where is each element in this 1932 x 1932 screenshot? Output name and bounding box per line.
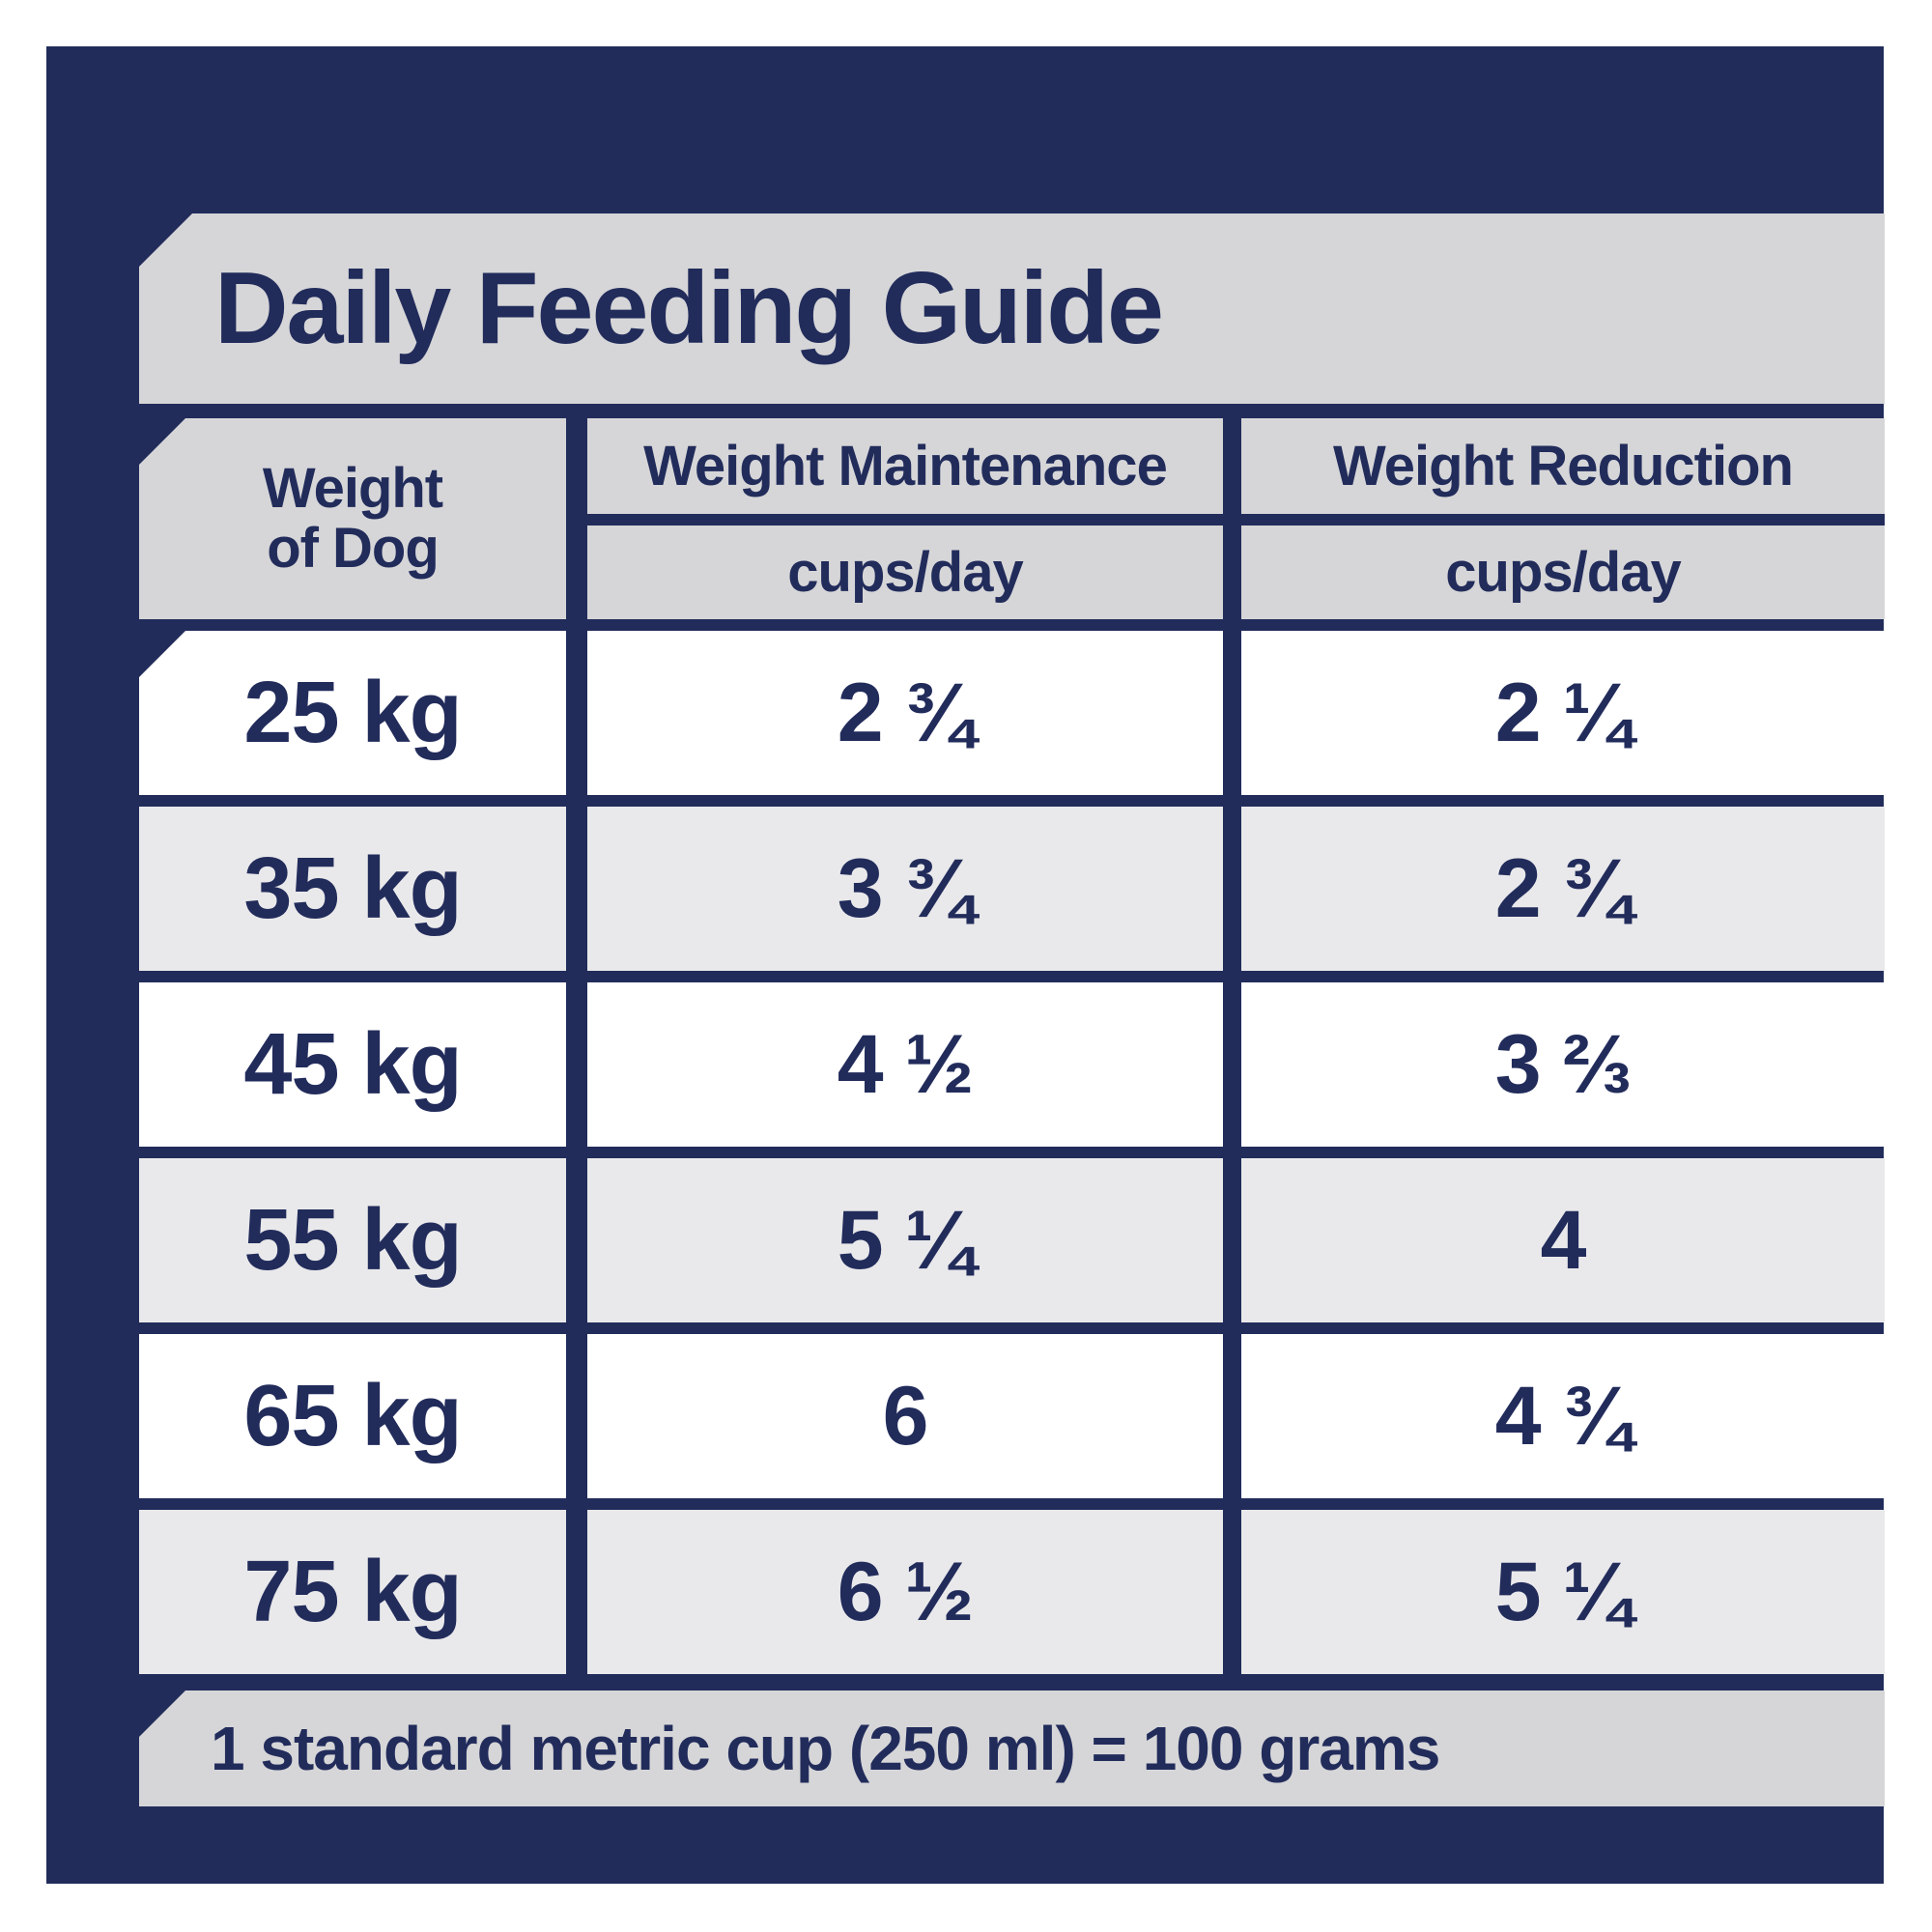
header-weight-reduction-label: Weight Reduction xyxy=(1333,435,1794,497)
footer-note-banner: 1 standard metric cup (250 ml) = 100 gra… xyxy=(139,1690,1885,1806)
title-banner: Daily Feeding Guide xyxy=(139,213,1885,404)
row-weight: 25 kg xyxy=(139,631,566,795)
header-weight-of-dog: Weight of Dog xyxy=(139,418,566,619)
row-reduction-value: 4 xyxy=(1241,1158,1885,1322)
row-reduction-value: 5 ¼ xyxy=(1241,1510,1885,1674)
row-reduction-value: 2 ¼ xyxy=(1241,631,1885,795)
header-weight-of-dog-line2: of Dog xyxy=(267,517,440,580)
row-maintenance-value: 3 ¾ xyxy=(587,807,1223,971)
row-maintenance-value: 5 ¼ xyxy=(587,1158,1223,1322)
row-weight: 55 kg xyxy=(139,1158,566,1322)
row-weight: 75 kg xyxy=(139,1510,566,1674)
row-maintenance-value: 4 ½ xyxy=(587,982,1223,1147)
row-maintenance-value: 6 ½ xyxy=(587,1510,1223,1674)
row-reduction-value: 2 ¾ xyxy=(1241,807,1885,971)
row-weight: 45 kg xyxy=(139,982,566,1147)
row-weight: 35 kg xyxy=(139,807,566,971)
row-reduction-value: 4 ¾ xyxy=(1241,1334,1885,1498)
header-weight-maintenance-label: Weight Maintenance xyxy=(643,435,1168,497)
footer-note: 1 standard metric cup (250 ml) = 100 gra… xyxy=(211,1714,1440,1783)
header-divider xyxy=(587,514,1223,526)
page-title: Daily Feeding Guide xyxy=(214,251,1164,365)
row-maintenance-value: 6 xyxy=(587,1334,1223,1498)
header-weight-maintenance-unit: cups/day xyxy=(787,541,1023,604)
row-reduction-value: 3 ⅔ xyxy=(1241,982,1885,1147)
header-weight-reduction-unit: cups/day xyxy=(1445,541,1681,604)
header-divider xyxy=(1241,514,1885,526)
feeding-guide-panel: Daily Feeding Guide Weight of Dog Weight… xyxy=(46,46,1885,1884)
row-weight: 65 kg xyxy=(139,1334,566,1498)
header-weight-of-dog-line1: Weight xyxy=(262,457,443,520)
row-maintenance-value: 2 ¾ xyxy=(587,631,1223,795)
header-weight-reduction: Weight Reduction cups/day xyxy=(1241,418,1885,619)
header-weight-maintenance: Weight Maintenance cups/day xyxy=(587,418,1223,619)
